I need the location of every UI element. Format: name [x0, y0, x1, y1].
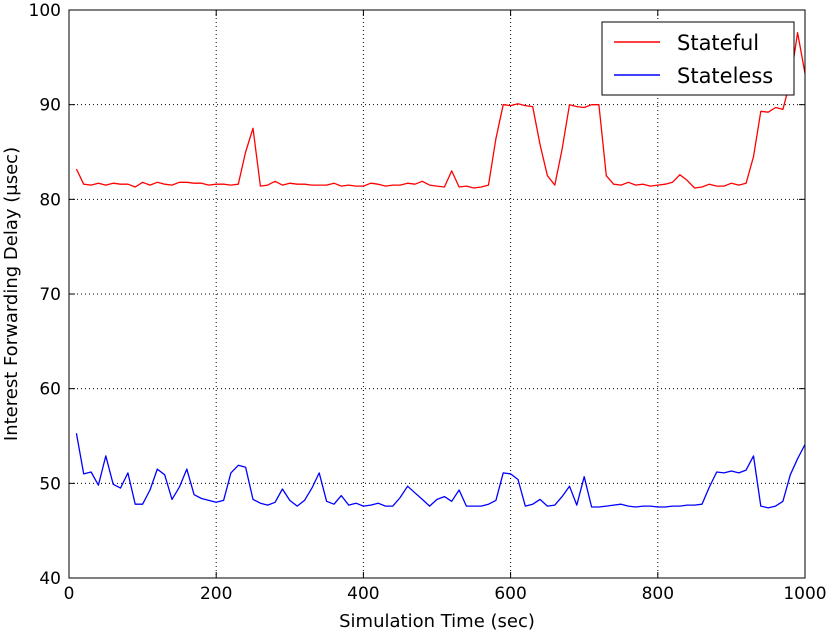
x-tick-label: 400 — [347, 584, 379, 604]
series-line-stateless — [75, 433, 806, 509]
x-tick-label: 200 — [200, 584, 232, 604]
x-tick-label: 1000 — [783, 584, 826, 604]
y-tick-labels: 40 50 60 70 80 90 100 — [29, 1, 61, 589]
legend-box — [601, 21, 795, 96]
legend: Stateful Stateless — [601, 21, 795, 96]
x-tick-label: 600 — [494, 584, 526, 604]
grid-lines — [69, 10, 805, 578]
series-line-stateful — [75, 32, 806, 189]
y-tick-label: 90 — [39, 96, 61, 116]
legend-label-stateful: Stateful — [677, 31, 759, 55]
x-tick-label: 0 — [64, 584, 75, 604]
x-tick-label: 800 — [642, 584, 674, 604]
x-axis-label: Simulation Time (sec) — [339, 611, 535, 632]
y-tick-label: 80 — [39, 190, 61, 210]
y-tick-label: 100 — [29, 1, 61, 21]
y-tick-label: 50 — [39, 474, 61, 494]
series-lines — [75, 32, 806, 509]
y-tick-label: 40 — [39, 569, 61, 589]
x-tick-labels: 0 200 400 600 800 1000 — [64, 584, 827, 604]
y-tick-label: 60 — [39, 380, 61, 400]
y-axis-label: Interest Forwarding Delay (μsec) — [1, 147, 22, 441]
y-tick-label: 70 — [39, 285, 61, 305]
axis-ticks — [68, 9, 806, 579]
legend-label-stateless: Stateless — [677, 64, 773, 88]
